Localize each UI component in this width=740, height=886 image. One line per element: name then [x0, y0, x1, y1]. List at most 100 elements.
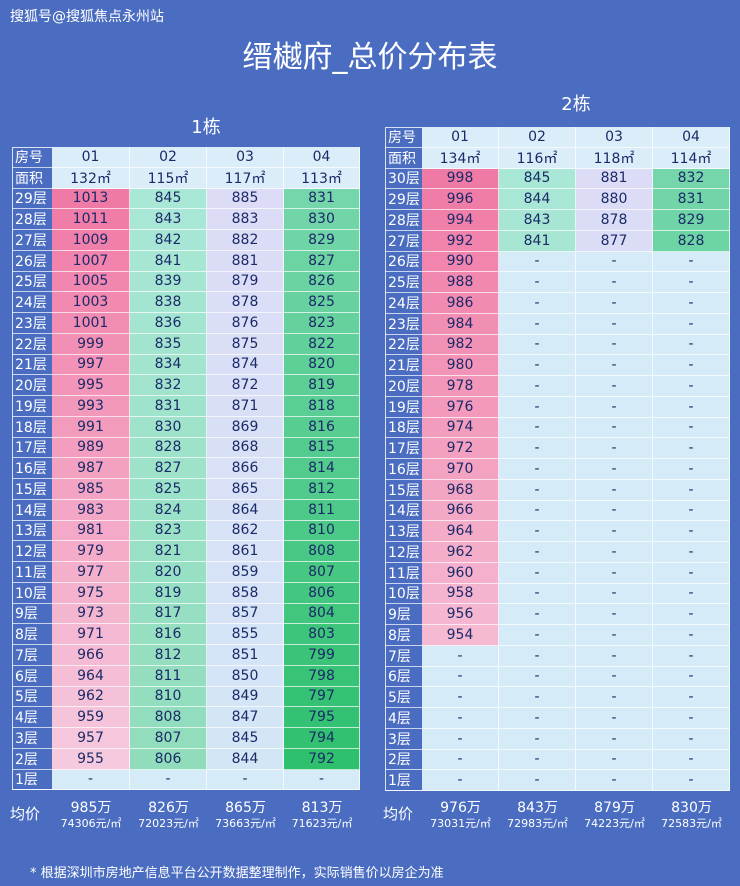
- area-header: 114㎡: [653, 147, 730, 169]
- price-cell: -: [499, 500, 576, 522]
- price-cell: -: [576, 479, 653, 501]
- price-cell: 988: [422, 272, 499, 293]
- avg-total: 976万: [440, 800, 481, 816]
- row-label: 7层: [12, 645, 52, 666]
- price-cell: -: [499, 334, 576, 356]
- price-cell: 845: [130, 188, 207, 210]
- price-cell: -: [576, 417, 653, 439]
- area-header: 113㎡: [284, 167, 360, 189]
- price-cell: 811: [284, 499, 360, 521]
- price-cell: 841: [130, 250, 207, 272]
- price-cell: -: [576, 376, 653, 397]
- price-cell: -: [422, 749, 499, 771]
- avg-unit-price: 71623元/㎡: [291, 817, 353, 830]
- avg-total: 843万: [517, 800, 558, 816]
- price-cell: -: [52, 769, 130, 791]
- price-cell: -: [499, 770, 576, 791]
- row-label: 面积: [385, 148, 422, 169]
- price-cell: -: [576, 313, 653, 335]
- row-label: 17层: [385, 438, 422, 459]
- price-cell: 810: [130, 686, 207, 708]
- price-cell: 830: [130, 416, 207, 438]
- price-cell: -: [653, 604, 730, 625]
- price-cell: 820: [130, 562, 207, 583]
- row-label: 14层: [385, 501, 422, 522]
- price-cell: 994: [422, 210, 499, 231]
- price-cell: 835: [130, 333, 207, 355]
- price-cell: 878: [576, 210, 653, 231]
- price-cell: 804: [284, 603, 360, 625]
- price-cell: 794: [284, 728, 360, 749]
- price-cell: 980: [422, 355, 499, 376]
- unit-header: 03: [576, 127, 653, 148]
- avg-unit-price: 73663元/㎡: [215, 817, 276, 830]
- row-label: 24层: [12, 292, 52, 313]
- price-cell: -: [499, 459, 576, 480]
- price-cell: 966: [422, 500, 499, 522]
- price-cell: -: [576, 562, 653, 584]
- row-label: 3层: [12, 728, 52, 749]
- watermark: 搜狐号@搜狐焦点永州站: [10, 9, 164, 25]
- price-cell: 843: [130, 209, 207, 230]
- price-cell: 819: [130, 582, 207, 604]
- price-cell: 990: [422, 251, 499, 273]
- price-cell: -: [576, 687, 653, 708]
- price-cell: 826: [284, 271, 360, 293]
- row-label: 29层: [12, 189, 52, 210]
- price-cell: -: [207, 769, 284, 791]
- row-label: 13层: [12, 521, 52, 542]
- row-label: 2层: [12, 749, 52, 770]
- row-label: 7层: [385, 646, 422, 667]
- price-cell: 859: [207, 562, 284, 583]
- price-cell: 847: [207, 707, 284, 728]
- price-cell: 845: [207, 728, 284, 749]
- row-label: 29层: [385, 189, 422, 210]
- row-label: 19层: [12, 396, 52, 417]
- row-label: 23层: [12, 313, 52, 334]
- price-cell: -: [499, 625, 576, 646]
- price-cell: -: [576, 500, 653, 522]
- price-cell: 836: [130, 313, 207, 334]
- avg-unit-price: 74306元/㎡: [60, 817, 122, 830]
- row-label: 16层: [12, 458, 52, 479]
- price-cell: -: [653, 500, 730, 522]
- price-cell: -: [499, 272, 576, 293]
- price-cell: 822: [284, 333, 360, 355]
- unit-header: 02: [499, 127, 576, 148]
- price-cell: -: [653, 438, 730, 459]
- table-title: 1栋: [191, 117, 221, 138]
- row-label: 9层: [12, 604, 52, 625]
- row-label: 12层: [12, 541, 52, 562]
- row-label: 5层: [385, 687, 422, 708]
- price-cell: 868: [207, 437, 284, 459]
- price-cell: -: [499, 749, 576, 771]
- price-cell: 991: [52, 416, 130, 438]
- price-cell: 823: [284, 313, 360, 334]
- price-cell: -: [576, 438, 653, 459]
- price-cell: 871: [207, 396, 284, 417]
- price-cell: -: [130, 769, 207, 791]
- row-label: 11层: [385, 563, 422, 584]
- price-cell: 810: [284, 520, 360, 542]
- avg-unit-price: 72583元/㎡: [661, 817, 722, 830]
- row-label: 22层: [12, 334, 52, 355]
- price-cell: -: [422, 687, 499, 708]
- price-cell: 832: [130, 375, 207, 396]
- price-cell: 880: [576, 189, 653, 210]
- price-cell: 997: [52, 354, 130, 376]
- price-cell: 816: [130, 624, 207, 645]
- row-label: 25层: [385, 272, 422, 293]
- row-label: 1层: [385, 770, 422, 791]
- row-label: 房号: [385, 127, 422, 148]
- price-cell: 798: [284, 665, 360, 687]
- price-cell: 799: [284, 645, 360, 666]
- price-cell: 857: [207, 603, 284, 625]
- price-cell: 882: [207, 230, 284, 251]
- unit-header: 01: [422, 127, 499, 148]
- price-cell: 999: [52, 333, 130, 355]
- price-cell: 970: [422, 459, 499, 480]
- unit-header: 01: [52, 147, 130, 168]
- row-label: 10层: [12, 583, 52, 604]
- price-cell: -: [576, 459, 653, 480]
- price-cell: 807: [284, 562, 360, 583]
